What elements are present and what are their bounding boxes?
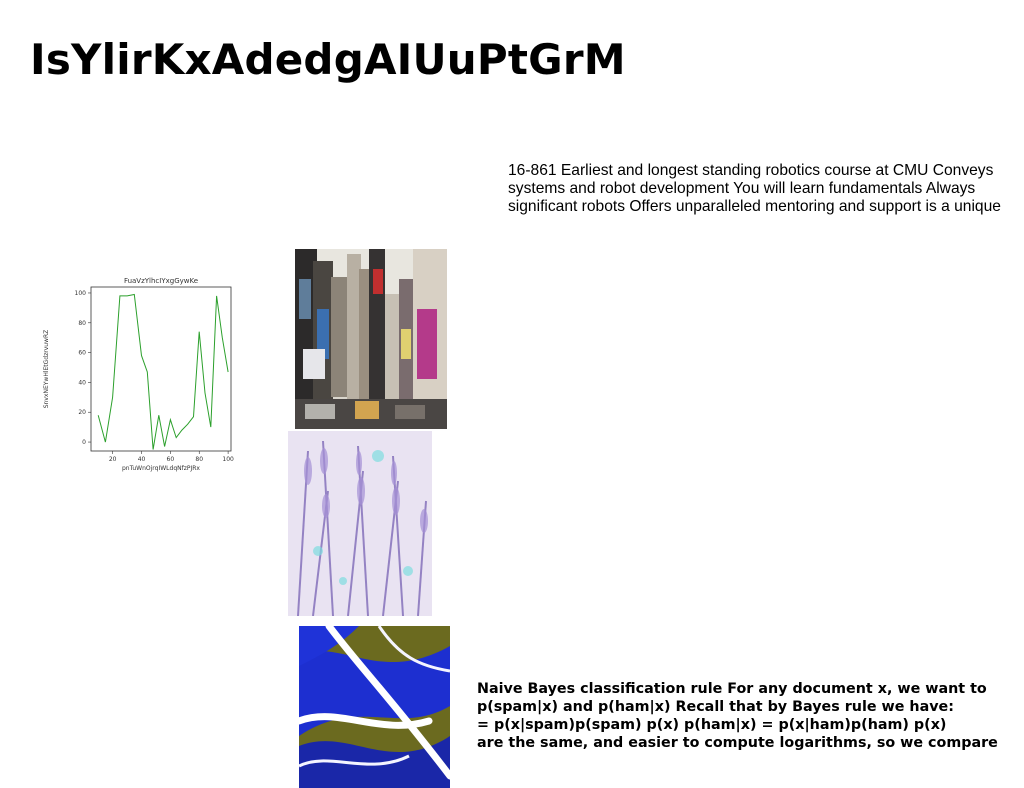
- x-tick-label: 40: [138, 456, 146, 463]
- chart-title: FuaVzYlhcIYxgGywKe: [124, 277, 198, 285]
- y-tick-label: 60: [78, 350, 86, 357]
- bottom-paragraph-line: p(spam|x) and p(ham|x) Recall that by Ba…: [477, 699, 954, 715]
- bottom-paragraph-line: are the same, and easier to compute loga…: [477, 735, 998, 751]
- bottom-paragraph-line: = p(x|spam)p(spam) p(x) p(ham|x) = p(x|h…: [477, 717, 947, 733]
- x-tick-label: 20: [109, 456, 117, 463]
- x-tick-label: 80: [195, 456, 203, 463]
- city-photo: [295, 249, 447, 429]
- y-tick-label: 100: [75, 290, 87, 297]
- abstract-paint-image: [299, 626, 450, 788]
- x-tick-label: 100: [222, 456, 234, 463]
- chart-frame: [90, 286, 232, 452]
- x-axis-label: pnTuWnOjrqIWLdqNfzPJRx: [122, 465, 200, 472]
- y-tick-label: 0: [82, 439, 86, 446]
- x-tick-label: 60: [167, 456, 175, 463]
- line-chart: 20 40 60 80 100 0 20 40 60 80 100 FuaVzYlhcIYxgGywK…: [38, 272, 238, 477]
- abstract-paint-photo: [299, 626, 450, 788]
- line-chart-svg: 20 40 60 80 100 0 20 40 60 80 100 FuaVzYlhcIYxgGywK…: [43, 277, 234, 472]
- bottom-paragraph-line: Naive Bayes classification rule For any …: [477, 681, 987, 697]
- page-title: IsYlirKxAdedgAIUuPtGrM: [30, 35, 626, 84]
- top-paragraph-line: significant robots Offers unparalleled m…: [508, 198, 1001, 215]
- y-axis-label: SnvxNEYwHlEtGdzrvuwRZ: [43, 330, 50, 409]
- y-tick-label: 20: [78, 409, 86, 416]
- top-paragraph: 16-861 Earliest and longest standing rob…: [508, 162, 1022, 216]
- bottom-paragraph: Naive Bayes classification rule For any …: [477, 680, 1022, 752]
- y-tick-label: 80: [78, 320, 86, 327]
- flowers-photo-image: [288, 431, 432, 616]
- series-line: [97, 293, 229, 450]
- top-paragraph-line: systems and robot development You will l…: [508, 180, 976, 197]
- y-tick-label: 40: [78, 379, 86, 386]
- city-photo-image: [295, 249, 447, 429]
- flowers-photo: [288, 431, 432, 616]
- top-paragraph-line: 16-861 Earliest and longest standing rob…: [508, 162, 994, 179]
